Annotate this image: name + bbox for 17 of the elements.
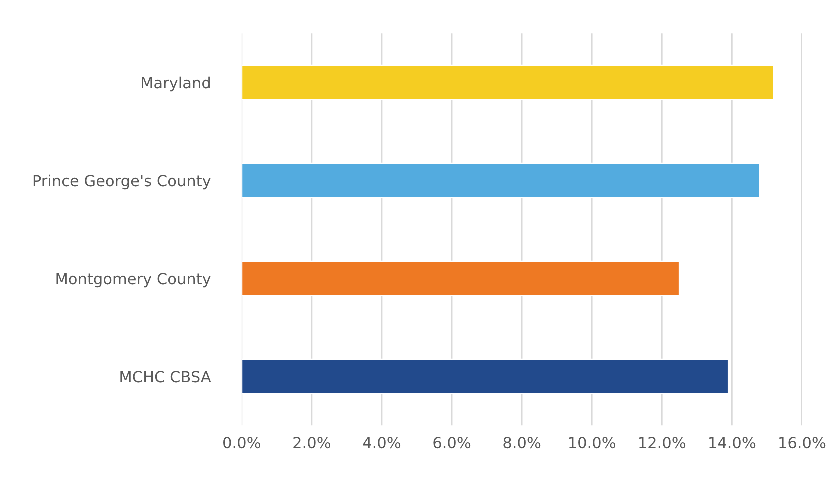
y-tick-label: MCHC CBSA: [120, 371, 212, 383]
x-tick-label: 6.0%: [434, 437, 471, 449]
x-tick-label: 16.0%: [780, 437, 826, 449]
y-tick-label: Maryland: [142, 76, 210, 92]
bar: [242, 260, 680, 297]
bar: [242, 358, 730, 395]
x-tick-label: 8.0%: [504, 437, 541, 449]
x-tick-label: 4.0%: [363, 437, 401, 449]
x-tick-label: 12.0%: [640, 437, 686, 449]
y-tick-label: Montgomery County: [56, 273, 211, 288]
x-tick-label: 10.0%: [570, 437, 616, 449]
bar: [242, 162, 761, 199]
y-tick-label: Prince George's County: [34, 174, 211, 190]
x-tick-label: 0.0%: [224, 437, 260, 449]
x-tick-label: 2.0%: [294, 437, 331, 449]
x-tick-label: 14.0%: [710, 437, 756, 449]
bar: [242, 64, 775, 101]
